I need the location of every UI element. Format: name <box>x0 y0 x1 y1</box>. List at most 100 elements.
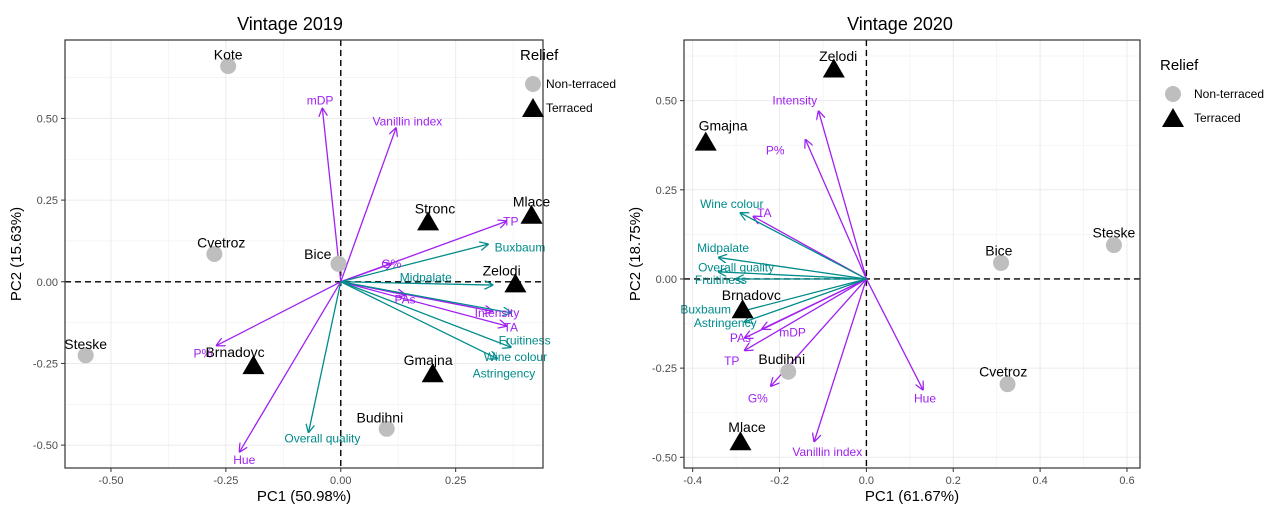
loading-label-pas: PAs <box>730 331 751 345</box>
loading-arrow-midpalate <box>340 282 493 285</box>
chart-1-legend-label-terraced: Terraced <box>546 101 593 115</box>
chart-1-x-tick-label: -0.50 <box>98 475 123 487</box>
chart-2-y-tick-label: 0.00 <box>656 274 677 286</box>
loading-arrow-ta <box>340 281 506 326</box>
chart-1-legend-key-terraced <box>522 98 544 117</box>
chart-2-loadings: Intensity P% TA mDP PAs TP G% Vanillin index Hue… <box>680 94 936 459</box>
chart-2-legend-label-terraced: Terraced <box>1194 111 1241 125</box>
point-label-bice: Bice <box>985 242 1012 258</box>
chart-1-y-tick-label: -0.25 <box>33 358 58 370</box>
loading-label-astringency: Astringency <box>694 316 757 330</box>
point-label-gmajna: Gmajna <box>404 352 453 368</box>
point-mlace <box>520 204 543 224</box>
loading-label-wine-colour: Wine colour <box>484 350 547 364</box>
chart-1-x-axis-title: PC1 (50.98%) <box>257 488 351 505</box>
point-label-budihni: Budihni <box>356 409 403 425</box>
loading-arrow-astringency <box>340 281 497 359</box>
loading-arrow-overall-quality <box>309 281 342 432</box>
point-label-cvetroz: Cvetroz <box>197 235 245 251</box>
point-steske <box>77 347 94 364</box>
loading-label-astringency: Astringency <box>473 366 536 380</box>
point-label-gmajna: Gmajna <box>699 118 748 134</box>
chart-1-y-tick-label: 0.50 <box>37 113 58 125</box>
point-bice <box>330 255 347 272</box>
loading-label-mdp: mDP <box>307 93 334 107</box>
chart-1-y-tick-label: 0.25 <box>37 195 58 207</box>
chart-1-legend-label-non-terraced: Non-terraced <box>546 77 616 91</box>
point-gmajna <box>694 131 717 151</box>
loading-label-p: P% <box>766 144 785 158</box>
loading-arrow-mdp <box>322 109 342 282</box>
loading-label-overall-quality: Overall quality <box>284 432 360 446</box>
point-budihni <box>378 420 395 437</box>
loading-arrow-pas <box>745 278 867 338</box>
chart-1-observations: Kote Cvetroz Bice Steske Budihni Stronc Mlace Z… <box>64 47 550 437</box>
chart-2-y-tick-label: -0.25 <box>652 363 677 375</box>
chart-2-legend-title: Relief <box>1160 57 1199 74</box>
chart-2-y-tick-label: -0.50 <box>652 452 677 464</box>
loading-label-buxbaum: Buxbaum <box>680 302 731 316</box>
loading-arrow-overall-quality <box>719 272 867 280</box>
chart-2-grid <box>684 40 1140 468</box>
loading-label-hue: Hue <box>914 391 936 405</box>
point-steske <box>1105 237 1122 254</box>
chart-2-legend-key-terraced <box>1162 108 1184 127</box>
loading-label-tp: TP <box>724 354 739 368</box>
loading-arrow-intensity <box>819 111 868 280</box>
chart-2-x-tick-label: 0.6 <box>1119 475 1134 487</box>
chart-2-x-tick-label: 0.2 <box>946 475 961 487</box>
loading-label-pas: PAs <box>395 293 416 307</box>
point-label-zelodi: Zelodi <box>819 48 857 64</box>
loading-label-tp: TP <box>503 214 518 228</box>
point-zelodi <box>822 58 845 78</box>
chart-1-legend-title: Relief <box>520 47 559 64</box>
chart-2-legend: Relief Non-terraced Terraced <box>1160 57 1264 127</box>
loading-arrow-hue <box>865 278 922 390</box>
chart-1-x-tick-label: -0.25 <box>213 475 238 487</box>
point-label-stronc: Stronc <box>415 200 455 216</box>
point-mlace <box>729 431 752 451</box>
loading-arrow-buxbaum <box>340 244 488 283</box>
loading-label-intensity: Intensity <box>475 306 520 320</box>
loading-label-midpalate: Midpalate <box>400 271 452 285</box>
point-label-brnadovc: Brnadovc <box>722 287 781 303</box>
point-label-zelodi: Zelodi <box>483 262 521 278</box>
loading-arrow-tp <box>745 278 867 350</box>
chart-1-panel-border <box>64 39 544 469</box>
loading-label-midpalate: Midpalate <box>697 241 749 255</box>
point-kote <box>220 58 237 75</box>
loading-arrow-vanillin-index <box>814 278 868 441</box>
loading-arrow-midpalate <box>719 258 867 280</box>
loading-arrow-wine-colour <box>340 281 511 347</box>
point-label-budihni: Budihni <box>758 351 805 367</box>
chart-1-y-tick-label: -0.50 <box>33 440 58 452</box>
chart-2-x-tick-label: 0.0 <box>859 475 874 487</box>
loading-label-wine-colour: Wine colour <box>700 197 763 211</box>
chart-1-x-tick-label: 0.00 <box>330 475 351 487</box>
loading-arrow-g <box>340 264 392 283</box>
loading-label-vanillin-index: Vanillin index <box>792 445 862 459</box>
point-zelodi <box>504 273 527 293</box>
chart-2-y-axis-title: PC2 (18.75%) <box>627 207 644 301</box>
loading-label-intensity: Intensity <box>772 94 817 108</box>
chart-2-x-tick-label: -0.2 <box>770 475 789 487</box>
chart-2: Vintage 2020 -0.4 -0.2 0.0 0.2 0.4 0.6 -0.50 -0.… <box>627 14 1264 505</box>
chart-1-legend-key-non-terraced <box>525 76 541 92</box>
loading-label-mdp: mDP <box>779 325 806 339</box>
point-label-mlace: Mlace <box>728 419 766 435</box>
loading-label-ta: TA <box>757 206 771 220</box>
chart-2-title: Vintage 2020 <box>847 14 953 34</box>
chart-1-y-axis-title: PC2 (15.63%) <box>8 207 25 301</box>
chart-2-legend-key-non-terraced <box>1165 86 1181 102</box>
point-bice <box>993 254 1010 271</box>
chart-2-x-tick-label: 0.4 <box>1032 475 1047 487</box>
chart-2-observations: Zelodi Gmajna Bice Steske Cvetroz Brnadovc Bud… <box>694 48 1136 451</box>
chart-2-y-tick-label: 0.50 <box>656 96 677 108</box>
chart-1-legend: Relief Non-terraced Terraced <box>520 47 616 117</box>
point-label-steske: Steske <box>64 336 107 352</box>
point-brnadovc <box>731 299 754 319</box>
loading-arrow-vanillin-index <box>340 128 396 282</box>
point-label-cvetroz: Cvetroz <box>979 364 1027 380</box>
loading-label-fruitiness: Fruitiness <box>499 334 551 348</box>
